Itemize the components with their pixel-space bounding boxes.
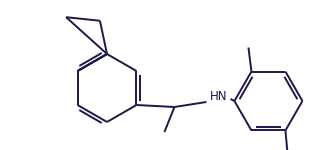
Text: HN: HN [210, 90, 227, 102]
